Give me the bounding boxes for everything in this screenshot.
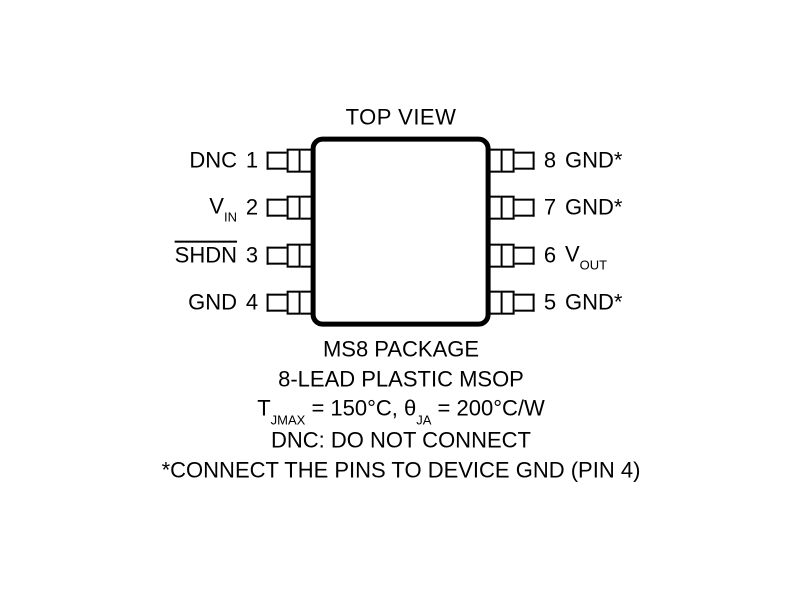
chip-area: DNC1VIN2SHDN3GND4 8GND*7GND*6VOUT5GND* xyxy=(171,137,631,327)
pin-row: 6VOUT xyxy=(489,233,631,277)
pin-label: GND xyxy=(171,290,237,316)
pin-label: GND* xyxy=(565,195,631,221)
pin-row: DNC1 xyxy=(171,138,313,182)
pin-number: 1 xyxy=(243,147,261,173)
right-pin-column: 8GND*7GND*6VOUT5GND* xyxy=(489,137,631,327)
pin-number: 6 xyxy=(541,242,559,268)
pin-label: GND* xyxy=(565,290,631,316)
pin-lead xyxy=(267,196,313,220)
pin-number: 5 xyxy=(541,290,559,316)
pin-row: VIN2 xyxy=(171,186,313,230)
pin-row: 5GND* xyxy=(489,281,631,325)
pin-label: GND* xyxy=(565,147,631,173)
pin-label: VIN xyxy=(171,194,237,222)
pin-lead xyxy=(489,243,535,267)
footer-notes: MS8 PACKAGE 8-LEAD PLASTIC MSOP TJMAX = … xyxy=(162,335,641,486)
package-line-1: MS8 PACKAGE xyxy=(323,335,479,365)
pin-row: 7GND* xyxy=(489,186,631,230)
pin-number: 7 xyxy=(541,195,559,221)
package-line-2: 8-LEAD PLASTIC MSOP xyxy=(278,364,524,394)
pin-lead xyxy=(489,148,535,172)
pin-label: VOUT xyxy=(565,241,631,269)
pin-lead xyxy=(489,291,535,315)
dnc-note: DNC: DO NOT CONNECT xyxy=(271,426,531,456)
pin-number: 4 xyxy=(243,290,261,316)
pin-row: GND4 xyxy=(171,281,313,325)
pin-label: SHDN xyxy=(171,242,237,268)
pin-lead xyxy=(267,148,313,172)
pin-number: 3 xyxy=(243,242,261,268)
thermal-line: TJMAX = 150°C, θJA = 200°C/W xyxy=(257,394,545,426)
left-pin-column: DNC1VIN2SHDN3GND4 xyxy=(171,137,313,327)
pin-label: DNC xyxy=(171,147,237,173)
pinout-diagram: TOP VIEW DNC1VIN2SHDN3GND4 8GND*7GND*6VO… xyxy=(162,105,641,486)
top-view-label: TOP VIEW xyxy=(346,105,457,131)
pin-number: 8 xyxy=(541,147,559,173)
gnd-note: *CONNECT THE PINS TO DEVICE GND (PIN 4) xyxy=(162,456,641,486)
pin-number: 2 xyxy=(243,195,261,221)
pin-lead xyxy=(489,196,535,220)
pin-row: 8GND* xyxy=(489,138,631,182)
pin-lead xyxy=(267,291,313,315)
chip-body xyxy=(311,137,491,327)
pin-row: SHDN3 xyxy=(171,233,313,277)
pin-lead xyxy=(267,243,313,267)
